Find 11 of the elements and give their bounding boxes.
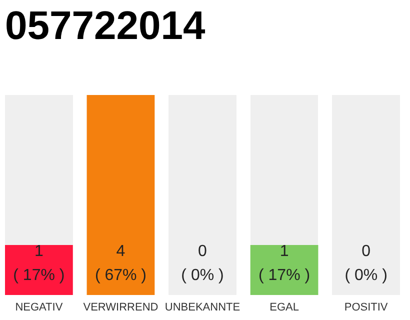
x-tick-label: EGAL [270, 302, 299, 314]
x-tick-label: POSITIV [344, 302, 388, 314]
data-label: 0 ( 0% ) [181, 243, 224, 284]
x-tick-label: UNBEKANNTE [164, 302, 240, 314]
chart-title: 057722014 [5, 4, 206, 48]
data-label: 1 ( 17% ) [13, 243, 65, 284]
x-tick-label: VERWIRREND [83, 302, 158, 314]
data-label: 0 ( 0% ) [344, 243, 388, 284]
data-label: 4 ( 67% ) [94, 243, 147, 284]
x-tick-label: NEGATIV [15, 302, 64, 314]
data-label: 1 ( 17% ) [258, 243, 310, 284]
